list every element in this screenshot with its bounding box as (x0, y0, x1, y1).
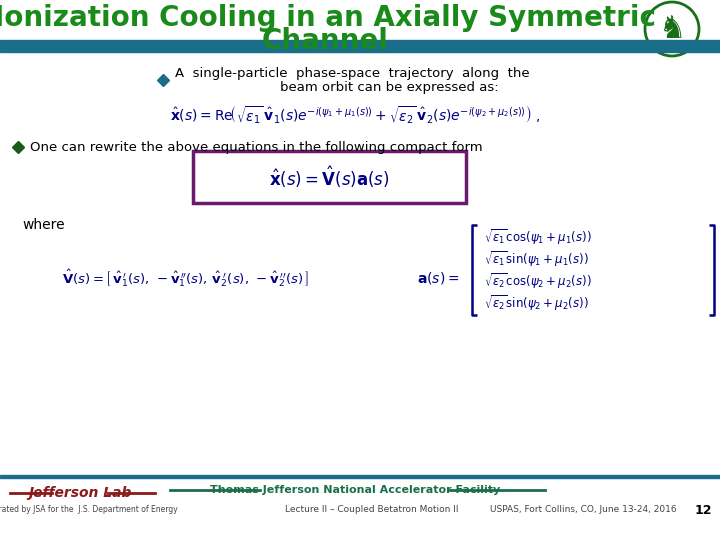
Text: $\mathbf{a}(s) =$: $\mathbf{a}(s) =$ (417, 270, 459, 286)
Bar (193, 151, 466, 203)
Bar (0, 40, 720, 48)
Text: ♞: ♞ (658, 15, 685, 44)
Text: One can rewrite the above equations in the following compact form: One can rewrite the above equations in t… (30, 140, 482, 153)
Text: $\sqrt{\varepsilon_2}\sin(\psi_2 + \mu_2(s))$: $\sqrt{\varepsilon_2}\sin(\psi_2 + \mu_2… (484, 293, 589, 313)
Text: $\sqrt{\varepsilon_2}\cos(\psi_2 + \mu_2(s))$: $\sqrt{\varepsilon_2}\cos(\psi_2 + \mu_2… (484, 271, 592, 291)
Text: Jefferson Lab: Jefferson Lab (28, 486, 132, 500)
Text: A  single-particle  phase-space  trajectory  along  the: A single-particle phase-space trajectory… (175, 68, 530, 80)
Text: $\hat{\mathbf{x}}(s) = \mathrm{Re}\!\left(\sqrt{\varepsilon_1}\,\hat{\mathbf{v}}: $\hat{\mathbf{x}}(s) = \mathrm{Re}\!\lef… (170, 104, 541, 126)
Bar (0, 48, 720, 52)
Text: Ionization Cooling in an Axially Symmetric: Ionization Cooling in an Axially Symmetr… (0, 4, 656, 32)
Text: Thomas Jefferson National Accelerator Facility: Thomas Jefferson National Accelerator Fa… (210, 485, 500, 495)
Text: Operated by JSA for the  J.S. Department of Energy: Operated by JSA for the J.S. Department … (0, 505, 177, 515)
Text: where: where (22, 218, 65, 232)
Bar (0, 475, 720, 478)
Text: $\hat{\mathbf{V}}(s) = \left[\,\hat{\mathbf{v}}_1^{\,\prime}(s),\,-\hat{\mathbf{: $\hat{\mathbf{V}}(s) = \left[\,\hat{\mat… (61, 267, 308, 289)
Text: $\hat{\mathbf{x}}(s) = \hat{\mathbf{V}}(s)\mathbf{a}(s)$: $\hat{\mathbf{x}}(s) = \hat{\mathbf{V}}(… (269, 164, 390, 190)
Text: $\sqrt{\varepsilon_1}\sin(\psi_1 + \mu_1(s))$: $\sqrt{\varepsilon_1}\sin(\psi_1 + \mu_1… (484, 249, 589, 269)
Text: beam orbit can be expressed as:: beam orbit can be expressed as: (280, 82, 499, 94)
Text: 12: 12 (695, 503, 712, 516)
Text: Channel: Channel (261, 27, 388, 55)
Text: USPAS, Fort Collins, CO, June 13-24, 2016: USPAS, Fort Collins, CO, June 13-24, 201… (490, 505, 677, 515)
Text: $\sqrt{\varepsilon_1}\cos(\psi_1 + \mu_1(s))$: $\sqrt{\varepsilon_1}\cos(\psi_1 + \mu_1… (484, 227, 592, 247)
Text: Lecture II – Coupled Betatron Motion II: Lecture II – Coupled Betatron Motion II (285, 505, 459, 515)
